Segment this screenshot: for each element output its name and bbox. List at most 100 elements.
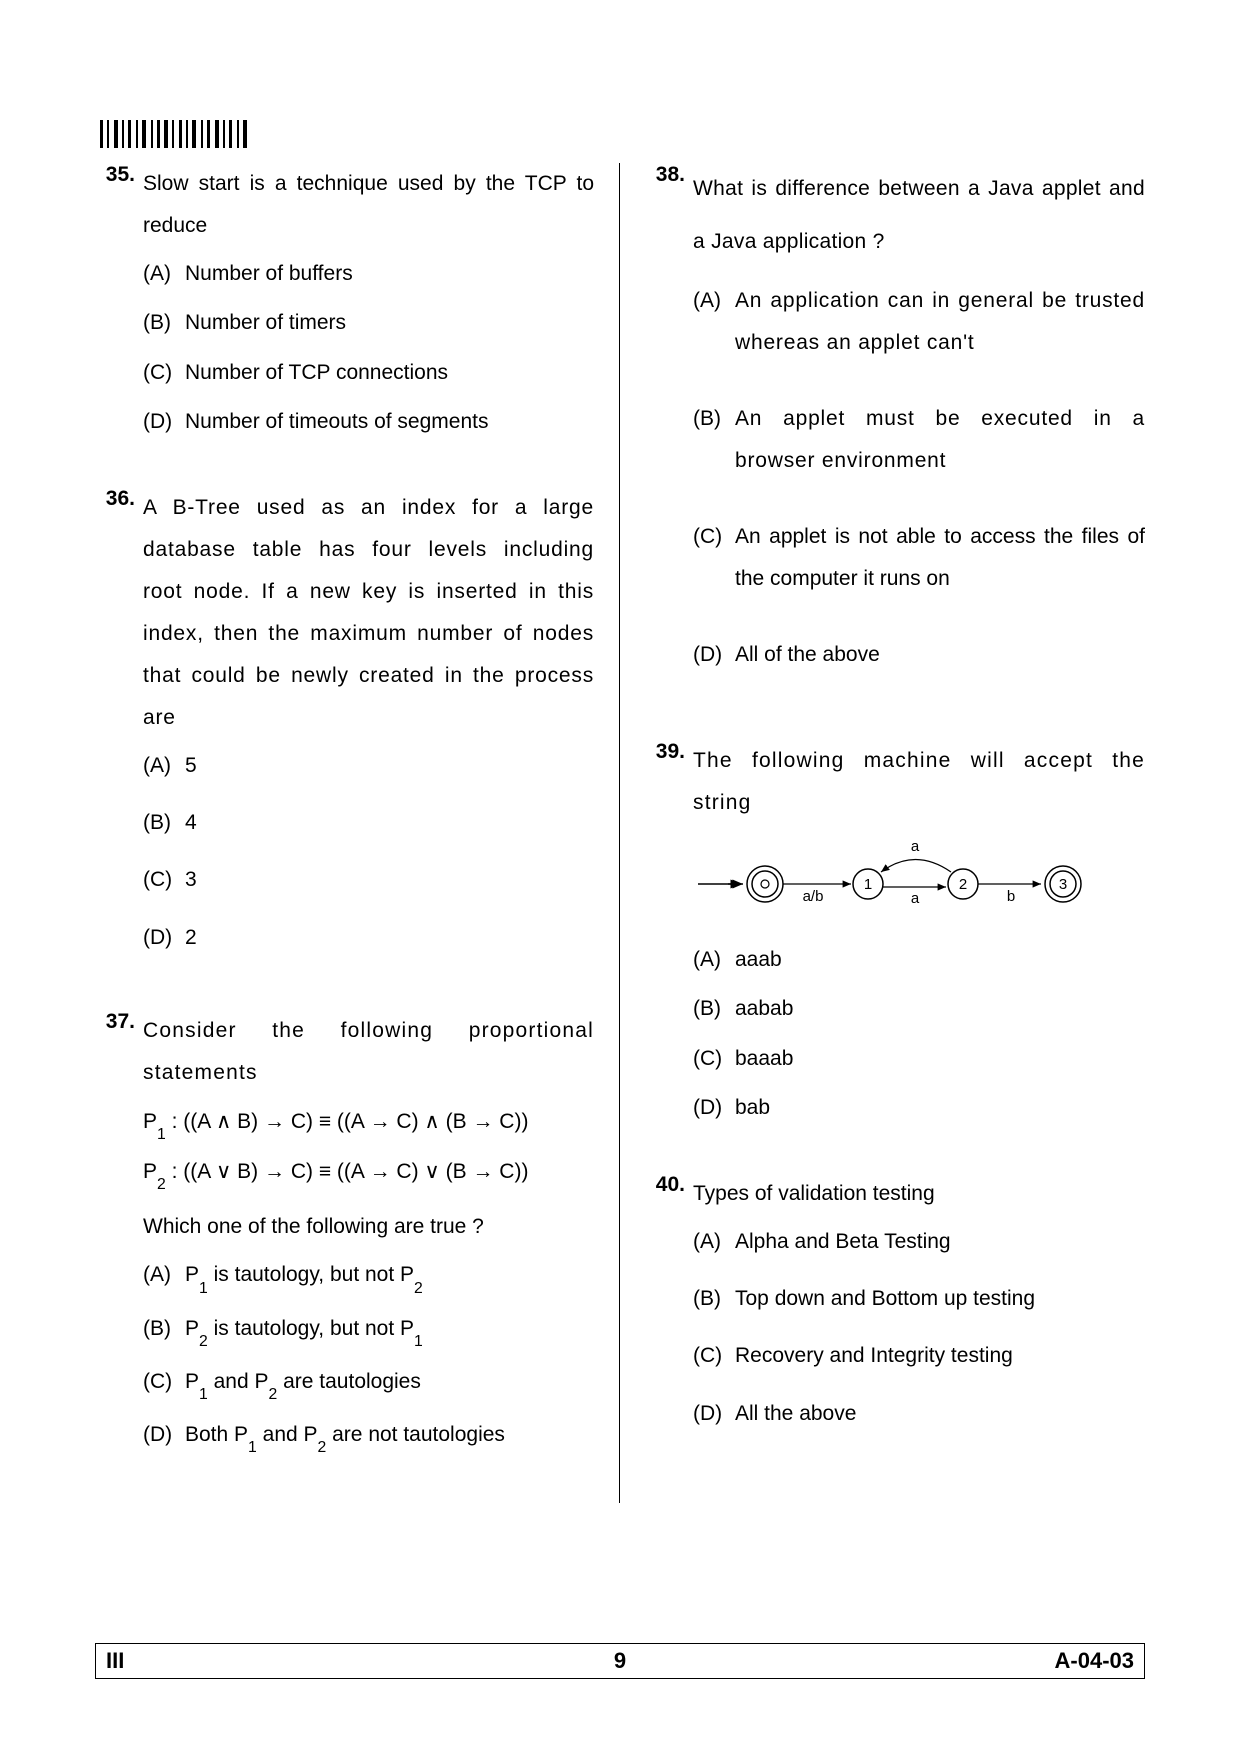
question-body: What is difference between a Java applet… bbox=[693, 163, 1145, 710]
option-b: (B)aabab bbox=[693, 994, 1145, 1023]
question-text: A B-Tree used as an index for a large da… bbox=[143, 487, 594, 739]
question-40: 40. Types of validation testing (A)Alpha… bbox=[645, 1173, 1145, 1457]
option-label: (D) bbox=[143, 1420, 185, 1453]
option-b: (B)An applet must be executed in a brows… bbox=[693, 398, 1145, 482]
question-text: What is difference between a Java applet… bbox=[693, 163, 1145, 268]
option-label: (C) bbox=[143, 358, 185, 387]
option-text: Recovery and Integrity testing bbox=[735, 1341, 1145, 1370]
option-c: (C)An applet is not able to access the f… bbox=[693, 516, 1145, 600]
option-label: (A) bbox=[693, 945, 735, 974]
option-a: (A)aaab bbox=[693, 945, 1145, 974]
option-text: An applet must be executed in a browser … bbox=[735, 398, 1145, 482]
option-text: 2 bbox=[185, 923, 594, 952]
option-label: (A) bbox=[693, 280, 735, 364]
footer-left: III bbox=[106, 1648, 124, 1674]
footer-page-number: 9 bbox=[614, 1648, 626, 1674]
option-b: (B)Number of timers bbox=[143, 308, 594, 337]
question-number: 38. bbox=[645, 163, 693, 710]
option-label: (D) bbox=[143, 923, 185, 952]
option-text: Number of timeouts of segments bbox=[185, 407, 594, 436]
question-number: 39. bbox=[645, 740, 693, 1143]
option-label: (B) bbox=[693, 1284, 735, 1313]
page-footer: III 9 A-04-03 bbox=[95, 1643, 1145, 1679]
svg-text:a/b: a/b bbox=[803, 888, 824, 905]
option-text: An application can in general be trusted… bbox=[735, 280, 1145, 364]
option-a: (A)5 bbox=[143, 751, 594, 780]
option-c: (C)Number of TCP connections bbox=[143, 358, 594, 387]
option-text: P1 and P2 are tautologies bbox=[185, 1367, 594, 1400]
automaton-svg: a/b 1 a a 2 bbox=[693, 839, 1113, 919]
question-number: 36. bbox=[95, 487, 143, 981]
option-text: Number of timers bbox=[185, 308, 594, 337]
option-d: (D)bab bbox=[693, 1093, 1145, 1122]
subscript: 2 bbox=[157, 1176, 166, 1193]
question-35: 35. Slow start is a technique used by th… bbox=[95, 163, 594, 457]
sub-question: Which one of the following are true ? bbox=[143, 1206, 594, 1248]
option-label: (B) bbox=[693, 398, 735, 482]
right-column: 38. What is difference between a Java ap… bbox=[620, 163, 1145, 1503]
option-c: (C)3 bbox=[143, 865, 594, 894]
option-a: (A)Number of buffers bbox=[143, 259, 594, 288]
automaton-diagram: a/b 1 a a 2 bbox=[693, 839, 1145, 925]
option-text: All of the above bbox=[735, 634, 1145, 676]
option-label: (B) bbox=[143, 308, 185, 337]
options-list: (A)Alpha and Beta Testing (B)Top down an… bbox=[693, 1227, 1145, 1429]
option-label: (D) bbox=[143, 407, 185, 436]
option-c: (C)P1 and P2 are tautologies bbox=[143, 1367, 594, 1400]
option-b: (B)Top down and Bottom up testing bbox=[693, 1284, 1145, 1313]
question-number: 37. bbox=[95, 1010, 143, 1473]
formula-body: : ((A ∨ B) → C) ≡ ((A → C) ∨ (B → C)) bbox=[166, 1160, 529, 1183]
option-d: (D)Both P1 and P2 are not tautologies bbox=[143, 1420, 594, 1453]
option-c: (C)Recovery and Integrity testing bbox=[693, 1341, 1145, 1370]
formula-body: : ((A ∧ B) → C) ≡ ((A → C) ∧ (B → C)) bbox=[166, 1110, 529, 1133]
question-body: The following machine will accept the st… bbox=[693, 740, 1145, 1143]
option-text: aabab bbox=[735, 994, 1145, 1023]
option-label: (A) bbox=[143, 751, 185, 780]
option-text: 4 bbox=[185, 808, 594, 837]
options-list: (A)P1 is tautology, but not P2 (B)P2 is … bbox=[143, 1260, 594, 1453]
page-container: 35. Slow start is a technique used by th… bbox=[0, 0, 1240, 1563]
question-text: Consider the following proportional stat… bbox=[143, 1010, 594, 1094]
option-label: (D) bbox=[693, 634, 735, 676]
option-text: 3 bbox=[185, 865, 594, 894]
option-label: (D) bbox=[693, 1093, 735, 1122]
question-38: 38. What is difference between a Java ap… bbox=[645, 163, 1145, 710]
option-text: 5 bbox=[185, 751, 594, 780]
option-text: P2 is tautology, but not P1 bbox=[185, 1314, 594, 1347]
option-d: (D)Number of timeouts of segments bbox=[143, 407, 594, 436]
options-list: (A)Number of buffers (B)Number of timers… bbox=[143, 259, 594, 437]
option-text: bab bbox=[735, 1093, 1145, 1122]
question-37: 37. Consider the following proportional … bbox=[95, 1010, 594, 1473]
question-body: Slow start is a technique used by the TC… bbox=[143, 163, 594, 457]
subscript: 1 bbox=[157, 1126, 166, 1143]
option-text: Alpha and Beta Testing bbox=[735, 1227, 1145, 1256]
option-d: (D)All of the above bbox=[693, 634, 1145, 676]
columns-container: 35. Slow start is a technique used by th… bbox=[95, 163, 1145, 1503]
question-text: Types of validation testing bbox=[693, 1173, 1145, 1215]
option-text: All the above bbox=[735, 1399, 1145, 1428]
option-a: (A)P1 is tautology, but not P2 bbox=[143, 1260, 594, 1293]
option-text: Top down and Bottom up testing bbox=[735, 1284, 1145, 1313]
question-text: The following machine will accept the st… bbox=[693, 740, 1145, 824]
options-list: (A)aaab (B)aabab (C)baaab (D)bab bbox=[693, 945, 1145, 1123]
option-label: (C) bbox=[693, 1341, 735, 1370]
formula-symbol: P bbox=[143, 1160, 157, 1183]
option-label: (C) bbox=[693, 516, 735, 600]
option-label: (D) bbox=[693, 1399, 735, 1428]
option-label: (A) bbox=[143, 1260, 185, 1293]
question-number: 40. bbox=[645, 1173, 693, 1457]
barcode bbox=[100, 120, 1145, 148]
svg-text:a: a bbox=[911, 890, 920, 907]
option-text: P1 is tautology, but not P2 bbox=[185, 1260, 594, 1293]
svg-text:2: 2 bbox=[959, 876, 967, 893]
question-36: 36. A B-Tree used as an index for a larg… bbox=[95, 487, 594, 981]
footer-right: A-04-03 bbox=[1055, 1648, 1134, 1674]
option-text: aaab bbox=[735, 945, 1145, 974]
option-b: (B)4 bbox=[143, 808, 594, 837]
option-label: (B) bbox=[693, 994, 735, 1023]
question-number: 35. bbox=[95, 163, 143, 457]
option-text: Both P1 and P2 are not tautologies bbox=[185, 1420, 594, 1453]
formula-symbol: P bbox=[143, 1110, 157, 1133]
question-text: Slow start is a technique used by the TC… bbox=[143, 163, 594, 247]
option-d: (D)All the above bbox=[693, 1399, 1145, 1428]
